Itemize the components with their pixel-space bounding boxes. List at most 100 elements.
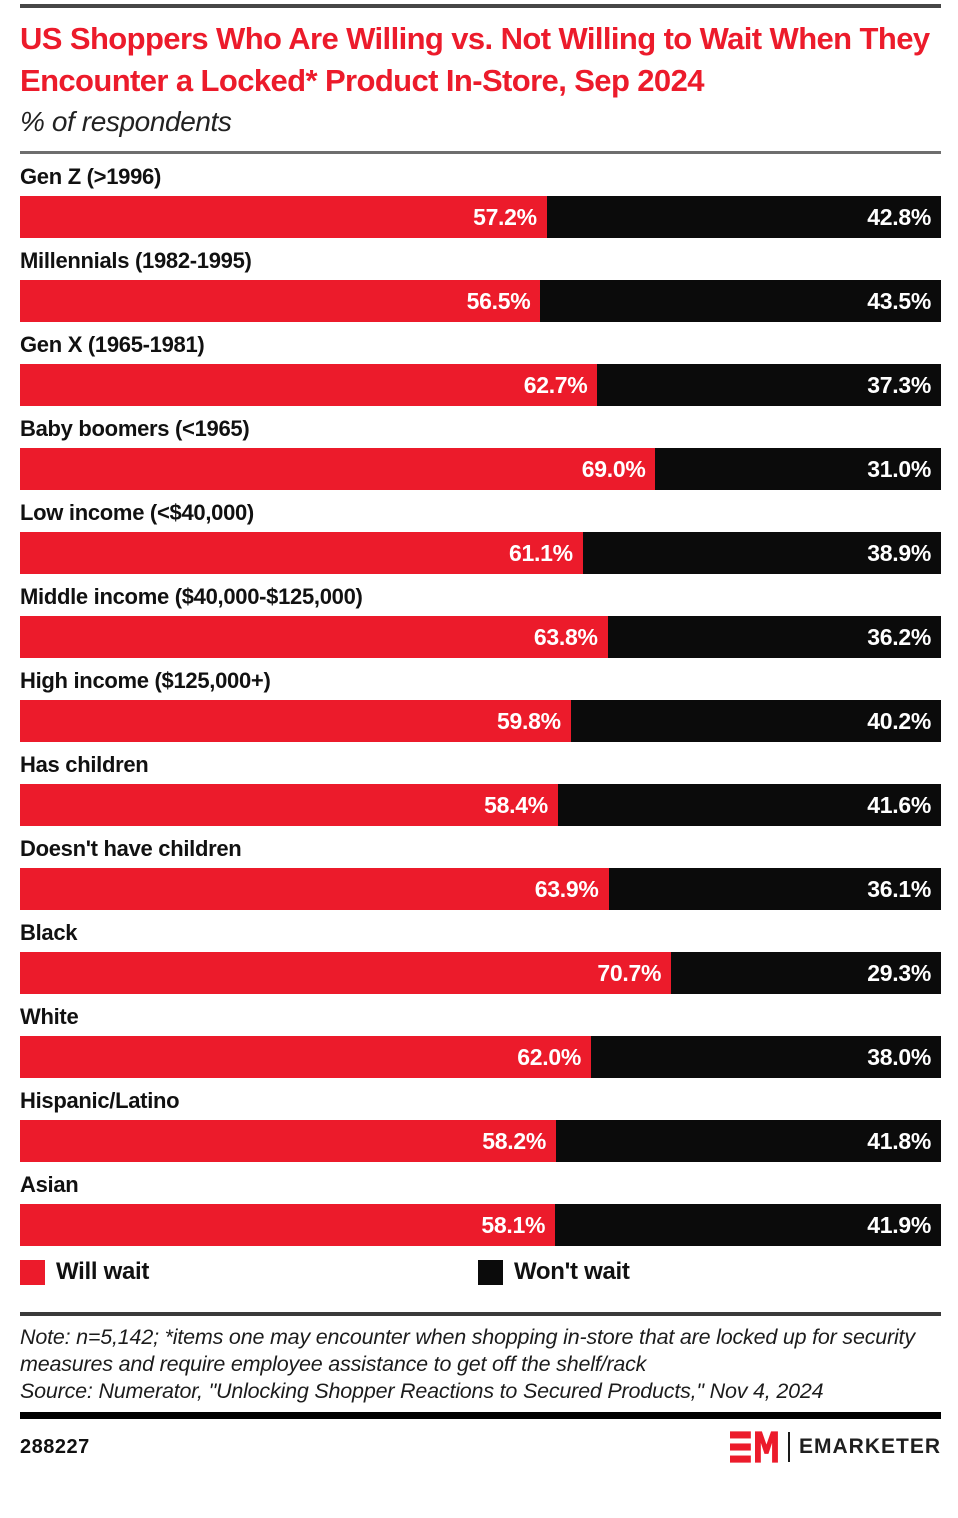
bar-segment-wont-wait: 40.2% <box>570 700 941 742</box>
bar-rows: Gen Z (>1996) 57.2% 42.8% Millennials (1… <box>20 164 941 1246</box>
stacked-bar: 59.8% 40.2% <box>20 700 941 742</box>
stacked-bar: 61.1% 38.9% <box>20 532 941 574</box>
wont-wait-value: 36.2% <box>867 623 931 650</box>
em-logo-icon <box>729 1431 778 1463</box>
bar-row: High income ($125,000+) 59.8% 40.2% <box>20 668 941 742</box>
bar-row: White 62.0% 38.0% <box>20 1004 941 1078</box>
subtitle-divider <box>20 151 941 154</box>
will-wait-value: 63.8% <box>533 623 598 650</box>
wont-wait-value: 31.0% <box>867 455 931 482</box>
footnotes: Note: n=5,142; *items one may encounter … <box>20 1324 941 1405</box>
bar-segment-will-wait: 70.7% <box>20 952 672 994</box>
stacked-bar: 56.5% 43.5% <box>20 280 941 322</box>
wont-wait-value: 41.8% <box>867 1127 931 1154</box>
legend-label-will-wait: Will wait <box>56 1258 150 1285</box>
category-label: Black <box>20 920 78 945</box>
wont-wait-value: 36.1% <box>867 875 931 902</box>
bar-segment-wont-wait: 38.9% <box>582 532 941 574</box>
bar-segment-will-wait: 56.5% <box>20 280 541 322</box>
stacked-bar: 69.0% 31.0% <box>20 448 941 490</box>
bar-segment-wont-wait: 41.9% <box>555 1204 941 1246</box>
wont-wait-value: 42.8% <box>867 203 931 230</box>
will-wait-value: 62.7% <box>523 371 588 398</box>
bar-segment-wont-wait: 37.3% <box>597 364 941 406</box>
bar-segment-wont-wait: 41.6% <box>557 784 941 826</box>
category-label: Gen X (1965-1981) <box>20 332 205 357</box>
will-wait-swatch-icon <box>20 1259 45 1285</box>
emarketer-logo: EMARKETER <box>729 1431 941 1463</box>
source-text: Source: Numerator, "Unlocking Shopper Re… <box>20 1379 824 1403</box>
logo-divider <box>787 1432 790 1462</box>
note-text: Note: n=5,142; *items one may encounter … <box>20 1325 915 1376</box>
bar-segment-will-wait: 57.2% <box>20 196 547 238</box>
stacked-bar: 58.2% 41.8% <box>20 1120 941 1162</box>
stacked-bar: 63.8% 36.2% <box>20 616 941 658</box>
stacked-bar: 62.0% 38.0% <box>20 1036 941 1078</box>
bar-segment-wont-wait: 29.3% <box>671 952 941 994</box>
bar-row: Low income (<$40,000) 61.1% 38.9% <box>20 500 941 574</box>
will-wait-value: 59.8% <box>497 707 561 734</box>
stacked-bar: 58.1% 41.9% <box>20 1204 941 1246</box>
bar-segment-wont-wait: 36.2% <box>607 616 941 658</box>
wont-wait-value: 41.9% <box>867 1211 931 1238</box>
bar-segment-will-wait: 58.1% <box>20 1204 556 1246</box>
stacked-bar: 57.2% 42.8% <box>20 196 941 238</box>
will-wait-value: 57.2% <box>473 203 537 230</box>
stacked-bar: 70.7% 29.3% <box>20 952 941 994</box>
legend-item-will-wait: Will wait <box>20 1258 478 1286</box>
stacked-bar: 63.9% 36.1% <box>20 868 941 910</box>
chart-title: US Shoppers Who Are Willing vs. Not Will… <box>20 21 930 98</box>
will-wait-value: 61.1% <box>509 539 573 566</box>
wont-wait-swatch-icon <box>478 1259 503 1285</box>
legend-label-wont-wait: Won't wait <box>514 1258 630 1285</box>
bar-segment-wont-wait: 36.1% <box>608 868 941 910</box>
category-label: Low income (<$40,000) <box>20 500 254 525</box>
bar-segment-will-wait: 63.8% <box>20 616 608 658</box>
bar-segment-wont-wait: 43.5% <box>540 280 941 322</box>
category-label: Has children <box>20 752 149 777</box>
category-label: Millennials (1982-1995) <box>20 248 252 273</box>
bar-segment-will-wait: 62.0% <box>20 1036 592 1078</box>
category-label: Doesn't have children <box>20 836 242 861</box>
wont-wait-value: 41.6% <box>867 791 931 818</box>
bar-row: Gen Z (>1996) 57.2% 42.8% <box>20 164 941 238</box>
will-wait-value: 70.7% <box>597 959 662 986</box>
wont-wait-value: 29.3% <box>867 959 931 986</box>
bar-segment-wont-wait: 38.0% <box>591 1036 941 1078</box>
note-divider <box>20 1312 941 1316</box>
wont-wait-value: 38.0% <box>867 1043 931 1070</box>
bar-segment-will-wait: 69.0% <box>20 448 656 490</box>
top-divider <box>20 4 941 8</box>
bar-segment-wont-wait: 42.8% <box>546 196 941 238</box>
bar-segment-will-wait: 61.1% <box>20 532 583 574</box>
bar-segment-will-wait: 59.8% <box>20 700 571 742</box>
category-label: Middle income ($40,000-$125,000) <box>20 584 363 609</box>
will-wait-value: 69.0% <box>581 455 646 482</box>
category-label: White <box>20 1004 79 1029</box>
bar-row: Doesn't have children 63.9% 36.1% <box>20 836 941 910</box>
bar-row: Gen X (1965-1981) 62.7% 37.3% <box>20 332 941 406</box>
bar-segment-will-wait: 62.7% <box>20 364 598 406</box>
category-label: Baby boomers (<1965) <box>20 416 250 441</box>
bar-segment-will-wait: 58.4% <box>20 784 558 826</box>
bar-row: Middle income ($40,000-$125,000) 63.8% 3… <box>20 584 941 658</box>
wont-wait-value: 43.5% <box>867 287 931 314</box>
category-label: Hispanic/Latino <box>20 1088 180 1113</box>
legend-item-wont-wait: Won't wait <box>478 1258 630 1286</box>
bar-row: Baby boomers (<1965) 69.0% 31.0% <box>20 416 941 490</box>
stacked-bar: 62.7% 37.3% <box>20 364 941 406</box>
wont-wait-value: 38.9% <box>867 539 931 566</box>
bar-row: Asian 58.1% 41.9% <box>20 1172 941 1246</box>
footer-bar: 288227 EMARKETER <box>20 1431 941 1463</box>
will-wait-value: 56.5% <box>466 287 531 314</box>
will-wait-value: 63.9% <box>534 875 599 902</box>
bar-row: Hispanic/Latino 58.2% 41.8% <box>20 1088 941 1162</box>
will-wait-value: 58.1% <box>481 1211 546 1238</box>
bottom-divider <box>20 1412 941 1419</box>
will-wait-value: 58.2% <box>482 1127 547 1154</box>
stacked-bar: 58.4% 41.6% <box>20 784 941 826</box>
chart-id: 288227 <box>20 1435 90 1458</box>
will-wait-value: 58.4% <box>484 791 548 818</box>
category-label: High income ($125,000+) <box>20 668 271 693</box>
bar-row: Has children 58.4% 41.6% <box>20 752 941 826</box>
